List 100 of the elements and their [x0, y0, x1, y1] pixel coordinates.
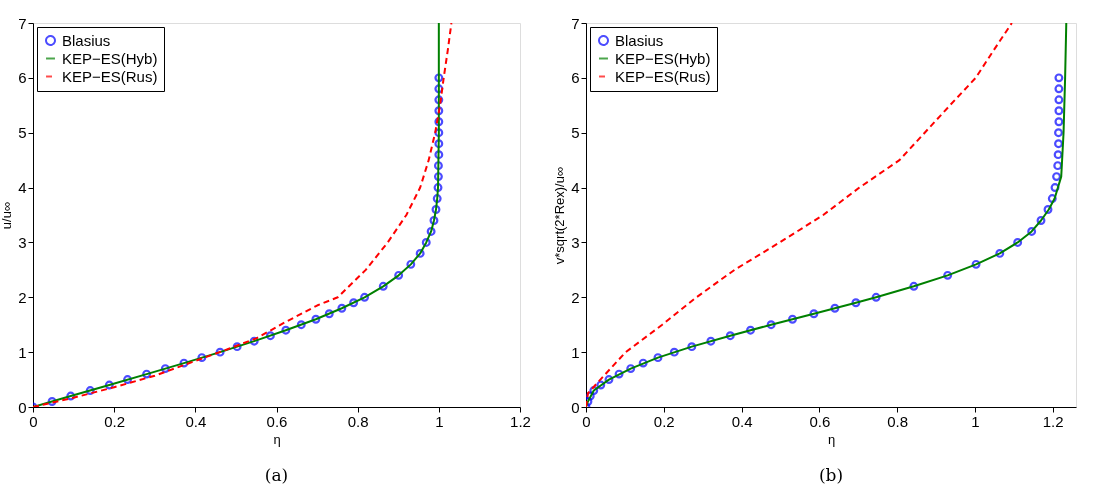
point	[197, 353, 207, 363]
point	[434, 84, 444, 94]
point	[160, 364, 170, 374]
x-tick-label: 0.4	[185, 412, 207, 430]
point	[1036, 216, 1046, 225]
y-tick-label: 1	[571, 343, 580, 361]
point	[406, 259, 416, 269]
point	[653, 353, 663, 363]
point	[1047, 194, 1057, 203]
point	[421, 237, 431, 247]
point	[830, 303, 840, 313]
point	[943, 270, 953, 280]
y-axis-title: v*sqrt(2*Rex)/u∞	[552, 166, 568, 265]
x-tick-label: 0.4	[731, 412, 753, 430]
point	[281, 325, 291, 335]
text: (a)	[264, 465, 289, 485]
point	[1054, 117, 1064, 127]
point	[429, 216, 439, 225]
y-tick-label: 0	[18, 398, 27, 416]
x-tick-label: 1	[435, 412, 444, 430]
point	[432, 194, 442, 203]
x-axis-title: η	[273, 431, 281, 447]
point	[434, 128, 444, 138]
y-tick-label: 2	[571, 288, 580, 306]
point	[434, 95, 444, 105]
point	[1013, 237, 1023, 247]
y-tick-label: 3	[571, 233, 580, 251]
legend-label: KEP−ES(Hyb)	[615, 49, 711, 67]
point	[614, 369, 624, 379]
y-tick-label: 4	[571, 179, 580, 197]
y-tick-label: 5	[571, 124, 580, 142]
point	[909, 281, 919, 291]
point	[265, 331, 275, 341]
point	[851, 298, 861, 308]
point	[311, 314, 321, 324]
point	[249, 336, 259, 346]
y-tick-label: 3	[18, 233, 27, 251]
legend-label: KEP−ES(Rus)	[62, 67, 158, 85]
point	[788, 314, 797, 324]
point	[1054, 73, 1064, 83]
point	[1054, 128, 1063, 138]
point	[1054, 95, 1064, 105]
point	[104, 380, 114, 390]
point	[378, 281, 388, 291]
point	[626, 364, 636, 374]
point	[142, 369, 152, 379]
legend-label: KEP−ES(Rus)	[615, 67, 711, 85]
point	[1043, 205, 1053, 214]
point	[871, 292, 881, 302]
point	[337, 303, 347, 313]
y-tick-label: 0	[571, 398, 580, 416]
point	[809, 309, 819, 319]
point	[179, 358, 189, 368]
point	[995, 248, 1005, 258]
point	[687, 342, 697, 352]
x-tick-label: 0.2	[653, 412, 675, 430]
point	[1052, 172, 1062, 182]
x-tick-label: 0	[582, 412, 591, 430]
point	[638, 358, 648, 368]
point	[431, 205, 441, 214]
point	[85, 386, 95, 395]
y-tick-label: 1	[18, 343, 27, 361]
x-tick-label: 1	[971, 412, 980, 430]
x-tick-label: 1.2	[510, 412, 531, 430]
point	[1053, 150, 1063, 160]
point	[415, 248, 425, 258]
x-tick-label: 0	[29, 412, 38, 430]
point	[232, 342, 242, 352]
point	[586, 391, 595, 401]
point	[394, 270, 404, 280]
point	[433, 172, 443, 182]
x-tick-label: 0.8	[347, 412, 369, 430]
y-axis-title: u/u∞	[0, 201, 15, 230]
point	[433, 161, 443, 171]
point	[434, 106, 444, 116]
point	[766, 320, 776, 330]
x-tick-label: 1.2	[1042, 412, 1064, 430]
point	[746, 325, 755, 335]
legend-label: KEP−ES(Hyb)	[62, 49, 158, 67]
point	[426, 227, 436, 236]
legend-label: Blasius	[62, 31, 111, 49]
x-tick-label: 0.8	[887, 412, 909, 430]
point	[589, 386, 599, 395]
point	[434, 117, 444, 127]
point	[123, 375, 133, 385]
text: (b)	[818, 465, 844, 485]
y-tick-label: 7	[18, 14, 27, 32]
point	[1054, 106, 1064, 116]
x-tick-label: 0.6	[809, 412, 831, 430]
y-tick-label: 4	[18, 179, 27, 197]
point	[596, 380, 606, 390]
y-tick-label: 6	[571, 69, 580, 87]
point	[434, 150, 444, 160]
point	[1054, 139, 1063, 149]
point	[47, 397, 57, 406]
point	[66, 391, 76, 401]
point	[725, 331, 735, 341]
point	[971, 259, 981, 269]
point	[434, 73, 444, 83]
point	[1054, 84, 1064, 94]
